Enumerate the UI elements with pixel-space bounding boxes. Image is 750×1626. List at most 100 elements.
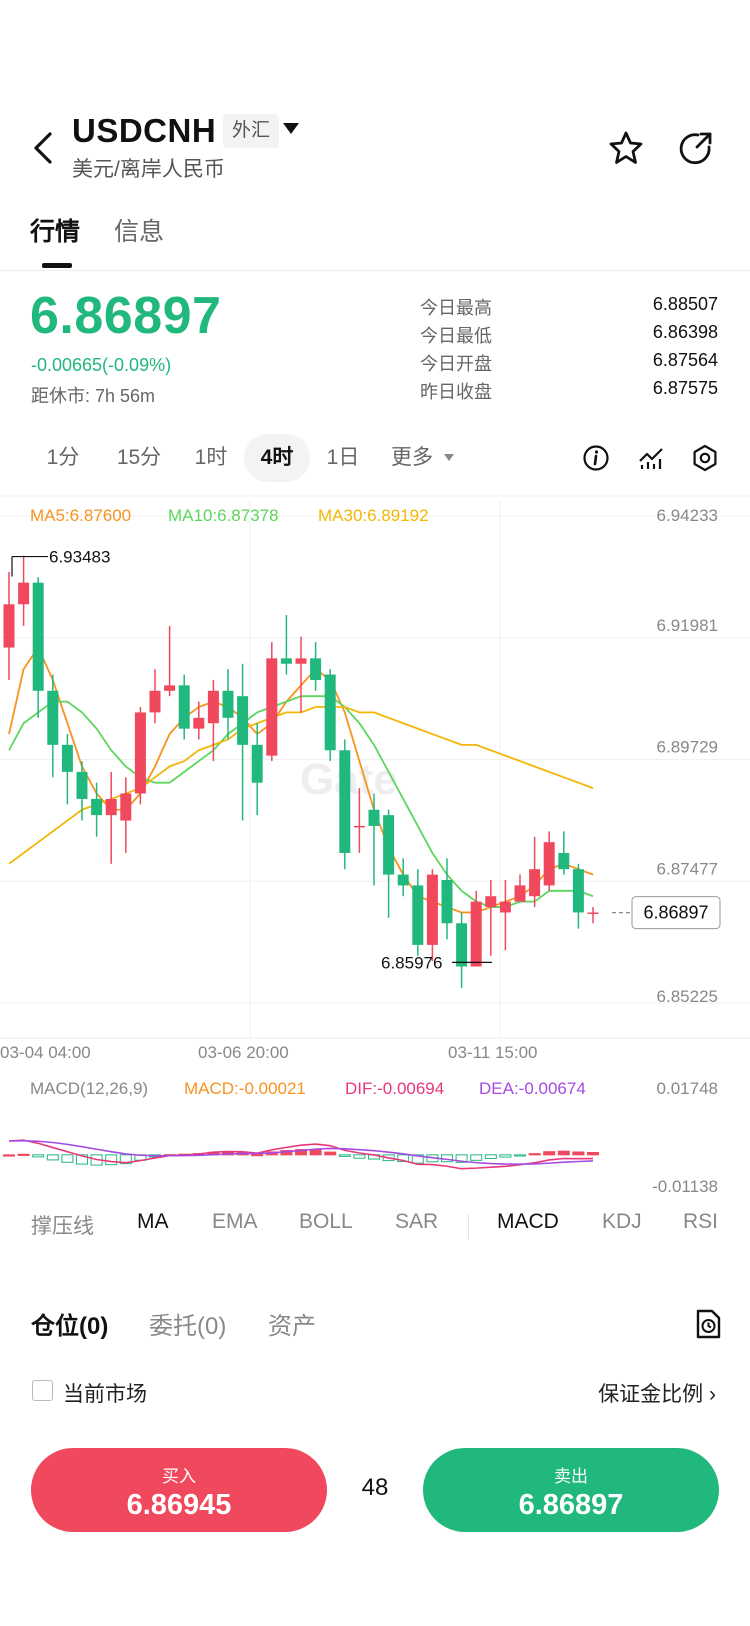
stat-value-low: 6.86398 xyxy=(652,322,718,342)
candle-body xyxy=(280,658,292,664)
history-icon[interactable] xyxy=(694,1308,722,1340)
y-tick-label: 6.87477 xyxy=(657,859,718,878)
dropdown-caret-icon[interactable] xyxy=(283,123,299,134)
macd-tick-label: -0.01138 xyxy=(652,1177,718,1196)
interval-1d[interactable]: 1日 xyxy=(326,446,360,469)
market-tag[interactable]: 外汇 xyxy=(223,114,280,148)
indicator-tab-ma[interactable]: MA xyxy=(137,1210,169,1233)
indicator-tab-rsi[interactable]: RSI xyxy=(683,1210,719,1233)
macd-histogram-bar xyxy=(499,1154,512,1158)
candle-body xyxy=(324,674,336,751)
macd-histogram-bar xyxy=(251,1154,264,1157)
buy-price: 6.86945 xyxy=(126,1489,232,1521)
candle-body xyxy=(310,658,322,680)
macd-legend-item: DEA:-0.00674 xyxy=(479,1079,586,1098)
macd-legend-item: DIF:-0.00694 xyxy=(345,1079,444,1098)
sell-label: 卖出 xyxy=(554,1467,588,1486)
candle-body xyxy=(149,690,161,713)
low-label: 6.85976 xyxy=(381,953,442,972)
indicator-tab-support[interactable]: 撑压线 xyxy=(31,1215,94,1238)
last-price: 6.86897 xyxy=(30,287,222,345)
macd-histogram-bar xyxy=(32,1154,45,1158)
indicator-tab-sar[interactable]: SAR xyxy=(395,1210,439,1233)
interval-15m[interactable]: 15分 xyxy=(116,446,162,469)
macd-histogram-bar xyxy=(119,1154,132,1165)
interval-1m[interactable]: 1分 xyxy=(46,446,80,469)
share-icon[interactable] xyxy=(678,130,714,166)
macd-histogram-bar xyxy=(324,1151,337,1156)
tab-positions[interactable]: 仓位(0) xyxy=(31,1313,109,1340)
macd-histogram-bar xyxy=(397,1154,410,1163)
price-chart[interactable]: Gate6.942336.919816.897296.874776.85225M… xyxy=(0,493,750,1198)
candle-body xyxy=(120,793,132,821)
high-label: 6.93483 xyxy=(49,548,110,567)
current-market-checkbox[interactable] xyxy=(32,1380,53,1401)
candle-body xyxy=(412,885,424,945)
candle-body xyxy=(353,825,365,828)
settings-icon[interactable] xyxy=(691,444,719,472)
macd-histogram-bar xyxy=(338,1154,351,1157)
last-price-label: 6.86897 xyxy=(643,903,708,923)
macd-histogram-bar xyxy=(3,1154,15,1157)
stat-value-high: 6.88507 xyxy=(652,294,718,314)
indicator-tabs: 撑压线 MA EMA BOLL SAR MACD KDJ RSI xyxy=(0,1210,750,1246)
candle-body xyxy=(485,896,497,908)
candle-body xyxy=(251,744,263,783)
spread-value: 48 xyxy=(361,1474,389,1501)
tab-info[interactable]: 信息 xyxy=(114,218,165,246)
candle-body xyxy=(207,690,219,724)
indicator-tab-macd[interactable]: MACD xyxy=(497,1210,559,1233)
candle-body xyxy=(237,696,249,745)
last-price-box xyxy=(631,896,721,930)
candle-body xyxy=(18,582,30,605)
back-icon[interactable] xyxy=(24,128,64,168)
candle-body xyxy=(222,690,234,718)
buy-label: 买入 xyxy=(162,1467,196,1486)
candle-body xyxy=(558,852,570,870)
macd-histogram-bar xyxy=(587,1152,599,1156)
indicator-tab-ema[interactable]: EMA xyxy=(212,1210,258,1233)
candle-body xyxy=(76,771,88,799)
candle-body xyxy=(178,685,190,729)
tab-orders[interactable]: 委托(0) xyxy=(149,1313,227,1340)
tab-indicator xyxy=(42,263,72,268)
candle-body xyxy=(529,869,541,897)
candle-body xyxy=(134,712,146,794)
ma-legend-item: MA5:6.87600 xyxy=(30,506,131,525)
candle-body xyxy=(295,658,307,664)
interval-more[interactable]: 更多 xyxy=(391,446,433,469)
macd-histogram-bar xyxy=(557,1150,570,1156)
candle-body xyxy=(572,869,584,913)
macd-legend-item: MACD(12,26,9) xyxy=(30,1079,148,1098)
candle-body xyxy=(91,798,103,816)
stat-label-high: 今日最高 xyxy=(420,298,492,318)
candle-body xyxy=(368,809,380,826)
interval-4h[interactable]: 4时 xyxy=(244,434,310,482)
info-icon[interactable] xyxy=(582,444,610,472)
candle-body xyxy=(543,842,555,886)
tab-assets[interactable]: 资产 xyxy=(268,1313,316,1340)
macd-histogram-bar xyxy=(572,1151,585,1156)
macd-histogram-bar xyxy=(46,1154,59,1161)
symbol-subtitle: 美元/离岸人民币 xyxy=(72,158,225,181)
margin-ratio-link[interactable]: 保证金比例 › xyxy=(598,1383,716,1406)
candle-body xyxy=(3,604,15,648)
stat-value-open: 6.87564 xyxy=(652,350,718,370)
buy-button[interactable]: 买入 6.86945 xyxy=(31,1448,327,1532)
stat-label-low: 今日最低 xyxy=(420,326,492,346)
candle-body xyxy=(426,874,438,945)
more-caret-icon[interactable] xyxy=(444,454,454,461)
indicator-icon[interactable] xyxy=(637,444,665,472)
indicator-tab-kdj[interactable]: KDJ xyxy=(602,1210,642,1233)
macd-histogram-bar xyxy=(411,1154,424,1164)
candle-body xyxy=(397,874,409,886)
indicator-tab-boll[interactable]: BOLL xyxy=(299,1210,353,1233)
interval-1h[interactable]: 1时 xyxy=(194,446,228,469)
ma-legend-item: MA30:6.89192 xyxy=(318,506,429,525)
tab-market[interactable]: 行情 xyxy=(30,218,81,246)
stat-label-prev-close: 昨日收盘 xyxy=(420,382,492,402)
sell-button[interactable]: 卖出 6.86897 xyxy=(423,1448,719,1532)
candle-body xyxy=(32,582,44,691)
x-tick-label: 03-11 15:00 xyxy=(448,1043,537,1062)
star-icon[interactable] xyxy=(608,130,644,166)
